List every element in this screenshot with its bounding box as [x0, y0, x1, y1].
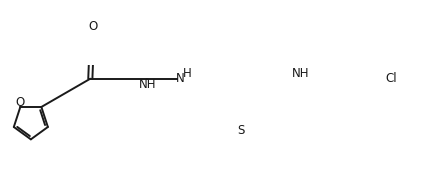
- Text: NH: NH: [292, 66, 309, 80]
- Text: O: O: [16, 96, 25, 109]
- Text: S: S: [237, 124, 244, 137]
- Text: N: N: [176, 72, 184, 85]
- Text: Cl: Cl: [385, 72, 397, 85]
- Text: NH: NH: [139, 78, 157, 91]
- Text: O: O: [88, 20, 97, 33]
- Text: H: H: [183, 66, 192, 80]
